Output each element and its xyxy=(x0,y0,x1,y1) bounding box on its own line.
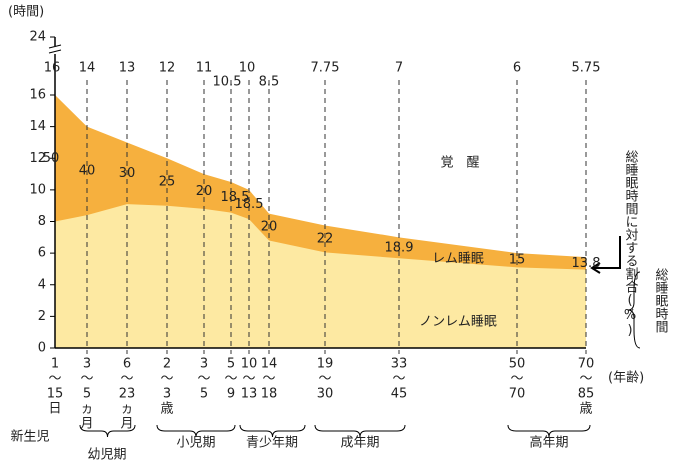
x-tick-label: 3 xyxy=(163,387,171,402)
x-tick-label: 45 xyxy=(391,387,408,402)
x-tick-label: 歳 xyxy=(579,402,592,417)
group-label: 成年期 xyxy=(340,436,379,451)
x-tick-label: 2 xyxy=(163,357,171,372)
x-tick-label: ～ xyxy=(242,372,255,387)
x-tick-label: 19 xyxy=(317,357,334,372)
rem-value-label: 18.5 xyxy=(221,190,250,205)
total-value-label: 7.75 xyxy=(311,61,340,76)
x-tick-label: ～ xyxy=(160,372,173,387)
total-value-label: 7 xyxy=(395,61,403,76)
x-tick-label: 月 xyxy=(120,417,133,432)
y-tick-label: 16 xyxy=(29,88,46,103)
x-tick-label: ～ xyxy=(510,372,523,387)
total-value-label: 13 xyxy=(119,61,136,76)
x-tick-label: ヵ xyxy=(80,402,93,417)
x-tick-label: 33 xyxy=(391,357,408,372)
y-tick-label: 24 xyxy=(29,30,46,45)
region-label: ノンレム睡眠 xyxy=(419,315,497,330)
rem-value-label: 18.9 xyxy=(385,240,414,255)
x-tick-label: 1 xyxy=(51,357,59,372)
x-tick-label: 9 xyxy=(227,387,235,402)
rem-value-label: 20 xyxy=(196,184,213,199)
x-tick-label: 23 xyxy=(119,387,136,402)
x-tick-label: 歳 xyxy=(160,402,173,417)
x-tick-label: ～ xyxy=(120,372,133,387)
rem-value-label: 13.8 xyxy=(572,256,601,271)
group-brace xyxy=(79,424,136,438)
y-axis-label: (時間) xyxy=(8,5,44,20)
y-tick-label: 6 xyxy=(38,246,46,261)
x-tick-label: ～ xyxy=(318,372,331,387)
total-value-label: 10 xyxy=(239,61,256,76)
rem-value-label: 25 xyxy=(159,174,176,189)
x-tick-label: ～ xyxy=(80,372,93,387)
y-tick-label: 4 xyxy=(38,277,46,292)
axis-break xyxy=(48,44,62,54)
x-tick-label: ～ xyxy=(48,372,61,387)
rem-value-label: 18.5 xyxy=(235,197,264,212)
group-brace xyxy=(507,424,591,438)
group-label: 高年期 xyxy=(529,435,568,451)
brace xyxy=(627,271,641,349)
x-tick-label: ～ xyxy=(262,372,275,387)
y-tick-label: 2 xyxy=(38,309,46,324)
x-tick-label: 70 xyxy=(578,357,595,372)
total-value-label: 6 xyxy=(513,61,521,76)
x-tick-label: 月 xyxy=(80,417,93,432)
region-label: 覚 醒 xyxy=(440,156,479,171)
total-value-label: 11 xyxy=(196,61,213,76)
total-value-label: 12 xyxy=(159,61,176,76)
group-label: 小児期 xyxy=(176,436,215,451)
x-tick-label: 10 xyxy=(241,357,258,372)
x-tick-label: 6 xyxy=(123,357,131,372)
x-tick-label: 13 xyxy=(241,387,258,402)
y-tick-label: 10 xyxy=(29,182,46,197)
rem-value-label: 50 xyxy=(43,151,60,166)
x-tick-label: 3 xyxy=(83,357,91,372)
group-label: 新生児 xyxy=(10,429,49,445)
x-axis-label: (年齢) xyxy=(608,371,644,386)
x-tick-label: 18 xyxy=(261,387,278,402)
x-tick-label: 5 xyxy=(227,357,235,372)
y-tick-label: 8 xyxy=(38,214,46,229)
x-tick-label: 14 xyxy=(261,357,278,372)
rem-value-label: 40 xyxy=(79,163,96,178)
x-tick-label: 日 xyxy=(48,402,61,417)
nonrem-area xyxy=(55,204,586,348)
x-tick-label: 5 xyxy=(83,387,91,402)
x-tick-label: 85 xyxy=(578,387,595,402)
group-brace xyxy=(239,424,306,438)
x-tick-label: 70 xyxy=(509,387,526,402)
total-value-label: 8.5 xyxy=(259,75,280,90)
x-tick-label: 15 xyxy=(47,387,64,402)
total-label: 総睡眠時間 xyxy=(653,268,669,334)
group-label: 幼児期 xyxy=(87,448,126,463)
x-tick-label: ～ xyxy=(392,372,405,387)
rem-value-label: 15 xyxy=(509,253,526,268)
region-label: レム睡眠 xyxy=(432,252,484,267)
arrow xyxy=(590,236,621,274)
total-value-label: 16 xyxy=(44,61,61,76)
x-tick-label: 3 xyxy=(200,357,208,372)
y-tick-label: 14 xyxy=(29,119,46,134)
y-tick-label: 12 xyxy=(29,151,46,166)
x-tick-label: 50 xyxy=(509,357,526,372)
rem-value-label: 20 xyxy=(261,220,278,235)
group-brace xyxy=(314,424,406,438)
x-tick-label: ～ xyxy=(579,372,592,387)
rem-value-label: 30 xyxy=(119,166,136,181)
x-tick-label: ～ xyxy=(224,372,237,387)
total-value-label: 5.75 xyxy=(572,61,601,76)
x-tick-label: 30 xyxy=(317,387,334,402)
y-tick-label: 0 xyxy=(38,341,46,356)
x-tick-label: ヵ xyxy=(120,402,133,417)
rem-value-label: 22 xyxy=(317,231,334,246)
group-brace xyxy=(156,424,236,438)
total-value-label: 10.5 xyxy=(213,75,242,90)
x-tick-label: ～ xyxy=(197,372,210,387)
x-tick-label: 5 xyxy=(200,387,208,402)
group-label: 青少年期 xyxy=(246,436,298,451)
total-value-label: 14 xyxy=(79,61,96,76)
